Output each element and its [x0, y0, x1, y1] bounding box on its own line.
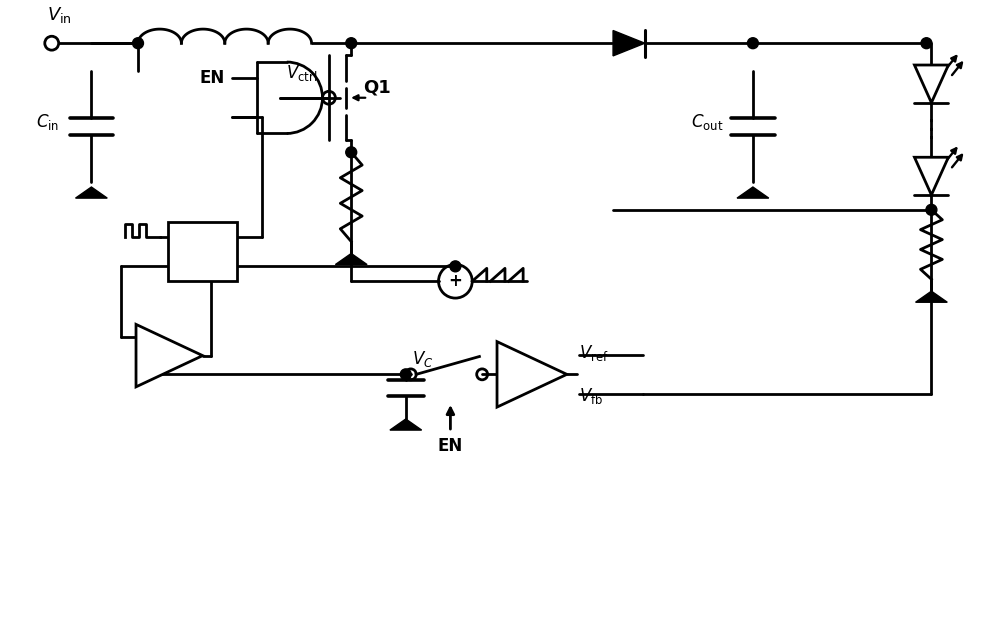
Circle shape	[926, 204, 937, 216]
Text: gm: gm	[522, 366, 549, 381]
Text: $C_{\rm in}$: $C_{\rm in}$	[36, 112, 60, 131]
Polygon shape	[613, 30, 645, 56]
Polygon shape	[916, 291, 947, 302]
Circle shape	[450, 261, 461, 272]
Text: $V_{\rm fb}$: $V_{\rm fb}$	[579, 386, 603, 406]
Text: Q1: Q1	[363, 79, 391, 97]
Polygon shape	[914, 65, 948, 103]
Text: Q: Q	[210, 233, 225, 250]
Polygon shape	[76, 187, 107, 198]
Circle shape	[921, 38, 932, 49]
Bar	[168, 222, 237, 281]
Polygon shape	[914, 157, 948, 195]
Circle shape	[400, 369, 411, 380]
Circle shape	[133, 38, 143, 49]
Text: $V_C$: $V_C$	[412, 349, 433, 370]
Polygon shape	[335, 254, 367, 264]
Polygon shape	[136, 325, 203, 387]
Text: S: S	[181, 233, 194, 250]
Text: R: R	[180, 252, 194, 270]
Text: ⋮: ⋮	[919, 118, 944, 142]
Polygon shape	[390, 419, 422, 430]
Text: +: +	[497, 353, 511, 370]
Text: −: −	[497, 378, 511, 396]
Text: $V_{\rm ctrl}$: $V_{\rm ctrl}$	[286, 63, 317, 83]
Circle shape	[747, 38, 758, 49]
Text: $V_{\rm ref}$: $V_{\rm ref}$	[579, 343, 608, 363]
Text: +: +	[448, 272, 462, 290]
Text: $C_{\rm out}$: $C_{\rm out}$	[691, 112, 723, 131]
Text: $V_{\rm in}$: $V_{\rm in}$	[47, 5, 72, 25]
Text: EN: EN	[438, 437, 463, 455]
Polygon shape	[737, 187, 769, 198]
Circle shape	[346, 38, 357, 49]
Circle shape	[346, 147, 357, 158]
Text: +: +	[136, 334, 150, 352]
Polygon shape	[497, 342, 567, 407]
Text: EN: EN	[199, 69, 224, 87]
Text: −: −	[136, 359, 150, 377]
